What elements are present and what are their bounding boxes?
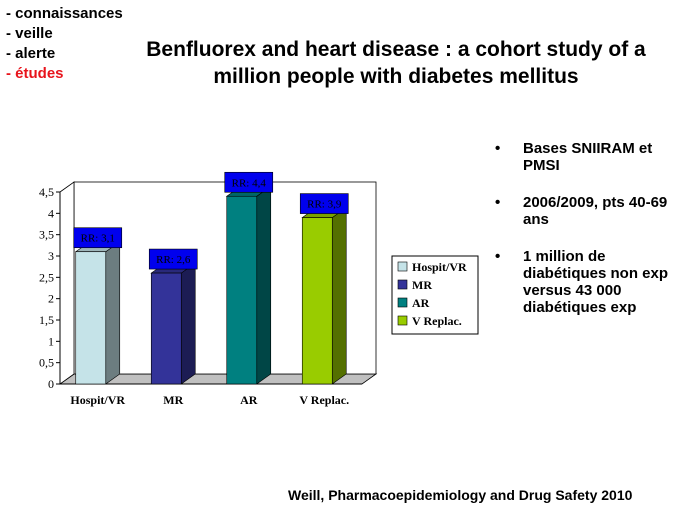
x-tick-label: Hospit/VR bbox=[70, 393, 125, 407]
legend-swatch bbox=[397, 315, 408, 326]
menu-item-alerte: - alerte bbox=[6, 45, 56, 62]
legend-label: Hospit/VR bbox=[412, 260, 467, 274]
slide-title: Benfluorex and heart disease : a cohort … bbox=[146, 38, 646, 88]
bullet-list: Bases SNIIRAM et PMSI 2006/2009, pts 40-… bbox=[495, 140, 685, 336]
y-tick-label: 1 bbox=[48, 334, 54, 348]
menu-item-connaissances: - connaissances bbox=[6, 5, 123, 22]
y-tick-label: 2 bbox=[48, 292, 54, 306]
bar bbox=[226, 195, 258, 385]
x-tick-label: AR bbox=[240, 393, 258, 407]
bullet-item: 1 million de diabétiques non exp versus … bbox=[495, 248, 685, 316]
y-tick-label: 3 bbox=[48, 249, 54, 263]
y-tick-label: 3,5 bbox=[39, 228, 54, 242]
legend-swatch bbox=[397, 297, 408, 308]
x-tick-label: MR bbox=[163, 393, 183, 407]
bar-side bbox=[105, 241, 121, 385]
x-tick-label: V Replac. bbox=[299, 393, 349, 407]
y-tick-label: 1,5 bbox=[39, 313, 54, 327]
legend-label: V Replac. bbox=[412, 314, 462, 328]
legend-swatch bbox=[397, 261, 408, 272]
data-label: RR: 3,9 bbox=[307, 199, 342, 211]
legend-swatch bbox=[397, 279, 408, 290]
data-label-box bbox=[299, 193, 349, 214]
y-tick-label: 0,5 bbox=[39, 356, 54, 370]
data-label-box bbox=[224, 171, 274, 193]
legend-label: AR bbox=[412, 296, 430, 310]
y-tick-label: 2,5 bbox=[39, 270, 54, 284]
legend-label: MR bbox=[412, 278, 432, 292]
data-label: RR: 2,6 bbox=[156, 254, 191, 266]
bar-side bbox=[256, 185, 272, 385]
y-tick-label: 0 bbox=[48, 377, 54, 391]
data-label-box bbox=[73, 227, 123, 249]
menu-item-veille: - veille bbox=[6, 25, 53, 42]
data-label: RR: 4,4 bbox=[232, 177, 267, 189]
y-tick-label: 4,5 bbox=[39, 185, 54, 199]
y-tick-label: 4 bbox=[48, 206, 54, 220]
chart-side-wall bbox=[59, 181, 75, 385]
topic-menu: - connaissances - veille - alerte - étud… bbox=[6, 4, 123, 84]
bar-side bbox=[180, 262, 196, 385]
bar bbox=[301, 217, 333, 385]
data-label: RR: 3,1 bbox=[81, 233, 115, 245]
menu-item-etudes: - études bbox=[6, 65, 64, 82]
bar-side bbox=[331, 207, 347, 385]
bar bbox=[150, 272, 182, 385]
bullet-item: 2006/2009, pts 40-69 ans bbox=[495, 194, 685, 228]
bar bbox=[75, 251, 107, 385]
data-label-box bbox=[148, 248, 198, 270]
reference-citation: Weill, Pharmacoepidemiology and Drug Saf… bbox=[288, 487, 633, 503]
bullet-item: Bases SNIIRAM et PMSI bbox=[495, 140, 685, 174]
